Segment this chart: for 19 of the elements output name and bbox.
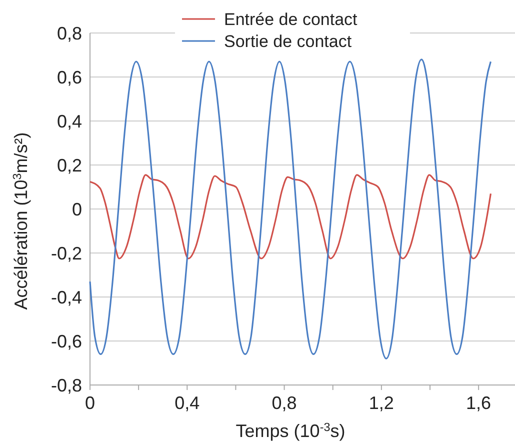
y-tick-label: 0,4 [56,111,82,132]
x-axis-title: Temps (10$^{-3}$s) [236,420,346,441]
y-tick-label: 0,6 [56,67,82,88]
line-series [89,58,492,360]
x-tick-label: 1,2 [368,393,394,413]
legend-label: Sortie de contact [224,32,352,51]
y-tick-label: 0,8 [56,23,82,44]
y-tick-label: -0,6 [50,331,82,352]
y-tick-label: -0,4 [50,287,82,308]
x-tick-label: 0 [84,393,96,413]
y-tick-label: -0,2 [50,243,82,264]
line-series [89,174,492,260]
x-tick-label: 0,4 [174,393,200,413]
x-tick-label: 1,6 [466,393,492,413]
y-tick-label: 0,2 [56,155,82,176]
y-tick-label: 0 [72,199,82,220]
legend-label: Entrée de contact [224,10,358,29]
y-tick-label: -0,8 [50,375,82,396]
x-tick-label: 0,8 [272,393,297,413]
